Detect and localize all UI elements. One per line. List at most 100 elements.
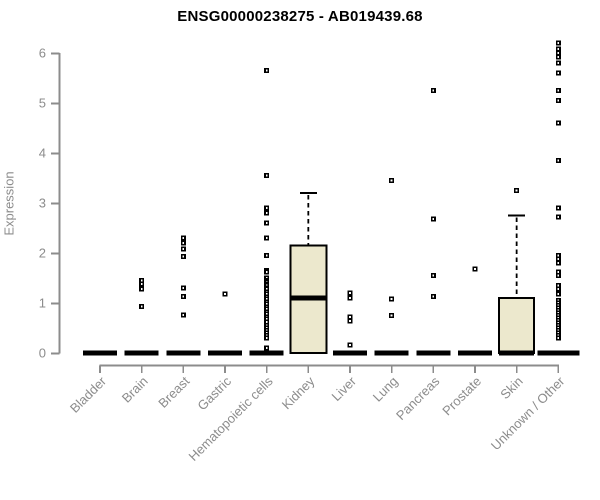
x-tick-label: Gastric <box>194 373 234 413</box>
outlier-point-center <box>349 292 351 294</box>
median-line <box>166 350 201 356</box>
outlier-point-center <box>265 271 268 273</box>
outlier-point-center <box>182 248 185 250</box>
y-tick-label: 4 <box>39 146 46 161</box>
outlier-point-center <box>265 207 268 209</box>
outlier-point-center <box>265 222 268 224</box>
y-axis: 0 1 2 3 4 5 6 <box>39 46 61 361</box>
median-line <box>499 350 535 356</box>
boxplot-bladder <box>83 350 117 356</box>
boxplot-liver <box>332 290 367 356</box>
outlier-point-center <box>557 254 560 257</box>
outlier-point-center <box>432 295 435 298</box>
outlier-point-center <box>557 262 560 264</box>
boxplot-pancreas <box>416 88 451 356</box>
boxplot-brain <box>124 278 159 356</box>
outlier-point-center <box>265 347 268 349</box>
x-tick-label: Brain <box>119 374 151 406</box>
outlier-point-center <box>182 242 185 244</box>
y-tick-label: 0 <box>39 346 46 361</box>
boxplot-kidney <box>289 191 328 354</box>
median-line <box>457 350 492 356</box>
y-tick-label: 3 <box>39 196 46 211</box>
boxplot-skin <box>498 188 536 356</box>
boxplot-lung <box>374 178 409 356</box>
outlier-point-center <box>265 212 268 214</box>
y-tick-label: 5 <box>39 96 46 111</box>
outlier-point-center <box>349 297 351 299</box>
outlier-point-center <box>265 298 268 300</box>
outlier-point-center <box>265 313 268 315</box>
outlier-point-center <box>390 298 393 300</box>
outlier-point-center <box>224 293 226 295</box>
outlier-point-center <box>349 344 351 346</box>
outlier-point-center <box>182 287 185 289</box>
outlier-point-center <box>140 288 143 290</box>
median-line <box>416 350 451 356</box>
outlier-point-center <box>265 237 268 239</box>
x-tick-label: Skin <box>497 374 525 402</box>
outlier-point-center <box>557 56 560 58</box>
median-line <box>249 350 284 356</box>
outlier-point-center <box>182 255 185 258</box>
outlier-point-center <box>515 189 518 192</box>
x-tick-label: Liver <box>329 373 360 404</box>
outlier-point-center <box>265 174 268 177</box>
outlier-point-center <box>474 268 476 270</box>
median-line <box>207 350 242 356</box>
boxplot-hematopoietic-cells <box>249 68 284 356</box>
outlier-point-center <box>182 314 185 316</box>
outlier-point-center <box>557 337 560 339</box>
outlier-point-center <box>557 72 560 74</box>
outlier-point-center <box>557 48 560 50</box>
median-line <box>332 350 367 356</box>
x-tick-label: Breast <box>155 373 192 410</box>
x-tick-label: Pancreas <box>393 373 443 423</box>
outlier-point-center <box>265 308 268 310</box>
median-line <box>83 350 117 356</box>
outlier-point-center <box>432 89 435 92</box>
outlier-point-center <box>557 207 560 209</box>
outlier-point-center <box>557 52 560 54</box>
outlier-point-center <box>265 288 268 290</box>
outlier-point-center <box>557 258 560 260</box>
outlier-point-center <box>557 62 560 64</box>
outlier-point-center <box>557 216 560 218</box>
median-line <box>290 295 327 301</box>
outlier-point-center <box>432 218 435 220</box>
boxplot-breast <box>166 235 201 356</box>
outlier-point-center <box>182 295 185 298</box>
outlier-point-center <box>557 271 560 273</box>
outlier-point-center <box>265 303 268 305</box>
median-line <box>124 350 159 356</box>
boxplot-prostate <box>457 266 492 356</box>
outlier-point-center <box>265 69 268 72</box>
x-tick-label: Prostate <box>439 374 484 419</box>
median-line <box>537 350 580 356</box>
x-tick-label: Unknown / Other <box>488 373 568 453</box>
outlier-point-center <box>140 279 143 282</box>
boxplot-unknown-other <box>537 40 580 356</box>
outlier-point-center <box>557 288 560 290</box>
outlier-point-center <box>349 316 351 318</box>
outlier-point-center <box>265 293 268 295</box>
outlier-point-center <box>182 237 185 239</box>
outlier-point-center <box>432 274 435 277</box>
outlier-point-center <box>557 42 560 44</box>
outlier-point-center <box>349 320 351 322</box>
boxplot-gastric <box>207 291 242 356</box>
x-tick-label: Lung <box>370 374 401 405</box>
outlier-point-center <box>557 274 560 277</box>
outlier-point-center <box>557 284 560 287</box>
y-tick-label: 2 <box>39 246 46 261</box>
median-line <box>374 350 409 356</box>
outlier-point-center <box>390 314 393 317</box>
x-tick-label: Bladder <box>67 373 110 416</box>
x-tick-label: Kidney <box>279 373 318 412</box>
y-tick-label: 6 <box>39 46 46 61</box>
outlier-point-center <box>557 159 560 162</box>
outlier-point-center <box>557 99 560 102</box>
chart-title: ENSG00000238275 - AB019439.68 <box>177 8 423 25</box>
